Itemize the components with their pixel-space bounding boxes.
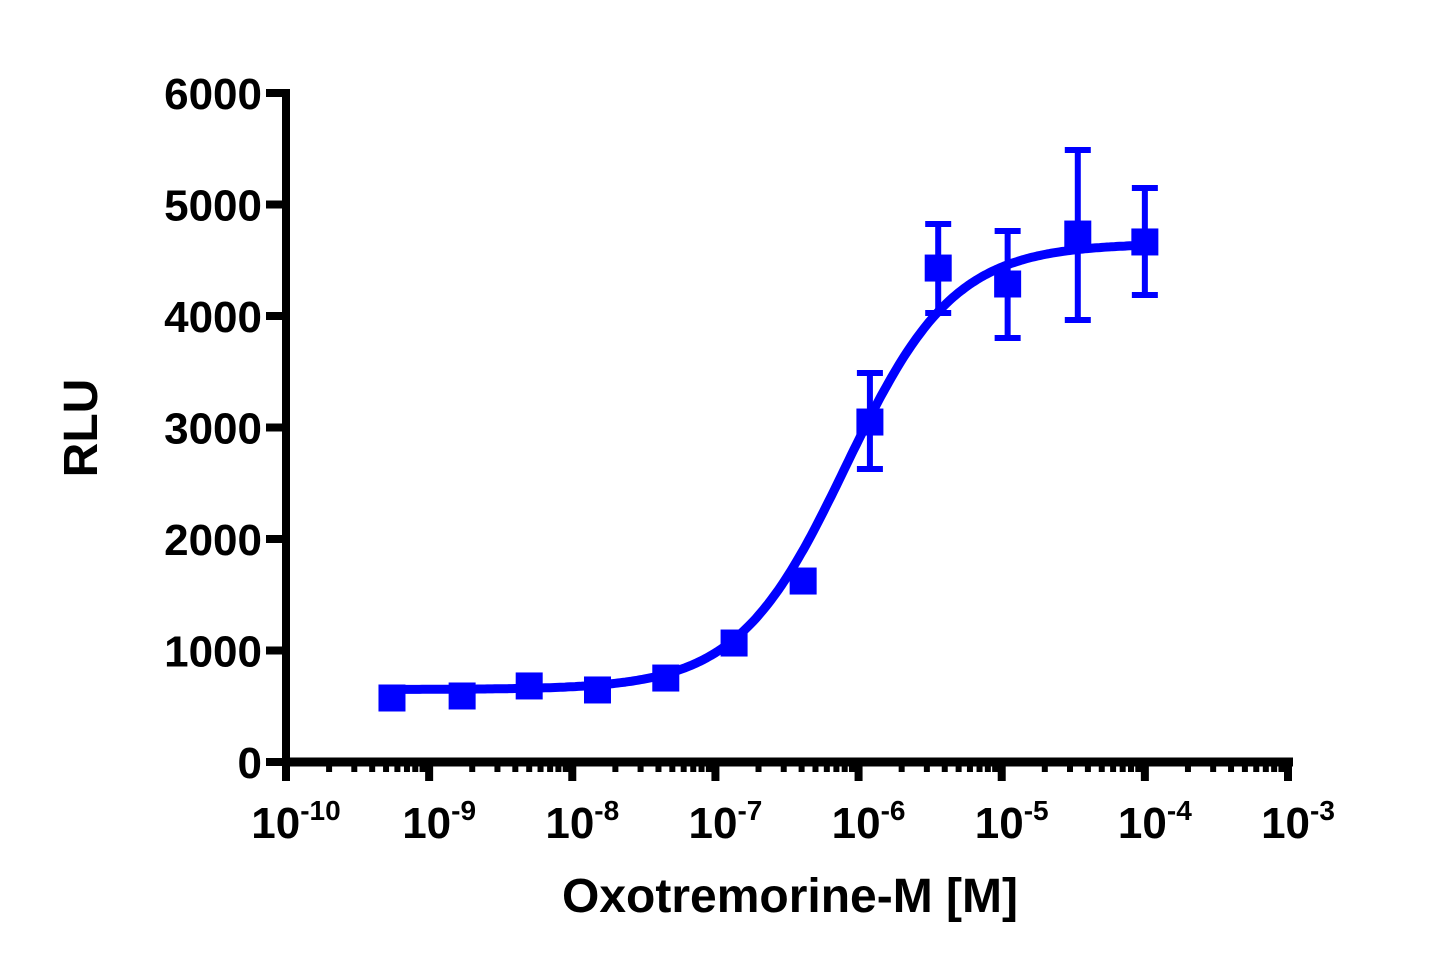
y-tick-label: 2000 (164, 516, 262, 565)
error-bars (856, 146, 1158, 472)
data-point-square (448, 682, 476, 710)
x-tick-label: 10-10 (251, 795, 340, 848)
x-tick-label: 10-8 (545, 795, 619, 848)
data-point-square (378, 684, 406, 712)
x-tick-label: 10-6 (832, 795, 906, 848)
y-tick-label: 0 (238, 739, 262, 788)
fit-curve (390, 240, 1147, 694)
y-tick-label: 3000 (164, 405, 262, 454)
y-tick-label: 5000 (164, 182, 262, 231)
data-point-square (1064, 220, 1092, 248)
y-tick-label: 1000 (164, 628, 262, 677)
data-point-square (515, 672, 543, 700)
data-markers (378, 220, 1159, 712)
y-axis-title: RLU (55, 379, 108, 478)
y-tick-label: 6000 (164, 70, 262, 119)
y-tick-label: 4000 (164, 293, 262, 342)
data-point-square (789, 567, 817, 595)
x-tick-label: 10-4 (1118, 795, 1192, 848)
data-point-square (924, 254, 952, 282)
x-axis: 10-10 10-9 10-8 10-7 10-6 10-5 10-4 10-3 (251, 757, 1335, 848)
x-tick-label: 10-9 (402, 795, 476, 848)
data-point-square (1131, 228, 1159, 256)
data-point-square (720, 629, 748, 657)
x-tick-label: 10-3 (1261, 795, 1335, 848)
x-tick-label: 10-7 (688, 795, 762, 848)
data-point-square (583, 676, 611, 704)
x-axis-title: Oxotremorine-M [M] (562, 870, 1018, 923)
sigmoid-fit-line (390, 240, 1147, 694)
y-axis: 0 1000 2000 3000 4000 5000 6000 (164, 70, 290, 788)
data-point-square (856, 408, 884, 436)
data-point-square (994, 270, 1022, 298)
x-tick-label: 10-5 (975, 795, 1049, 848)
data-point-square (652, 664, 680, 692)
